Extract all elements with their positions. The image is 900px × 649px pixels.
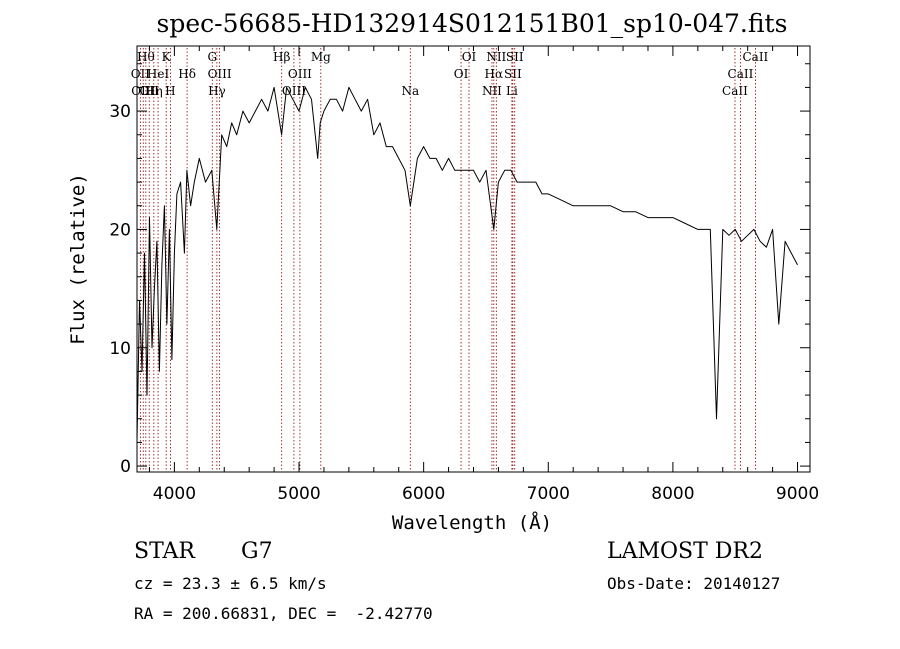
- line-marker-label-15: Mg: [311, 50, 331, 64]
- line-marker-label-2: Hθ: [137, 50, 155, 64]
- x-axis-ticks: 4000 5000 6000 7000 8000 9000: [148, 46, 819, 504]
- survey-label: LAMOST DR2: [607, 539, 763, 564]
- y-tick-label: 20: [109, 220, 131, 240]
- line-marker-label-24: SII: [506, 50, 524, 64]
- x-tick-label: 4000: [153, 484, 196, 504]
- line-marker-label-17: OI: [454, 67, 469, 81]
- chart-title: spec-56685-HD132914S012151B01_sp10-047.f…: [157, 9, 788, 38]
- line-marker-label-3: OII: [140, 84, 160, 98]
- x-axis-label: Wavelength (Å): [392, 511, 552, 534]
- line-marker-label-0: OII: [131, 67, 151, 81]
- line-marker-label-5: HeI: [147, 67, 170, 81]
- line-marker-label-25: CaII: [722, 84, 748, 98]
- x-tick-label: 6000: [402, 484, 445, 504]
- line-marker-label-12: Hβ: [273, 50, 290, 64]
- line-marker-label-4: Hη: [145, 84, 163, 98]
- obs-date-readout: Obs-Date: 20140127: [607, 574, 781, 593]
- spectrum-series-layer: [136, 86, 798, 443]
- spectrum-line: [136, 86, 798, 443]
- y-tick-label: 30: [109, 102, 131, 122]
- line-marker-label-9: G: [207, 50, 217, 64]
- line-marker-label-16: Na: [401, 84, 419, 98]
- subclass-label: G7: [241, 539, 273, 564]
- line-marker-label-27: CaII: [742, 50, 768, 64]
- line-marker-label-23: SII: [504, 67, 522, 81]
- line-marker-label-26: CaII: [728, 67, 754, 81]
- object-class-label: STAR: [134, 539, 195, 564]
- y-axis-label: Flux (relative): [67, 173, 89, 345]
- cz-readout: cz = 23.3 ± 6.5 km/s: [134, 574, 327, 593]
- line-marker-label-22: Li: [506, 84, 518, 98]
- x-tick-label: 9000: [776, 484, 819, 504]
- line-marker-label-6: K: [162, 50, 172, 64]
- y-axis-ticks: 0 10 20 30: [109, 63, 810, 477]
- x-tick-label: 5000: [277, 484, 320, 504]
- x-tick-label: 7000: [527, 484, 570, 504]
- x-tick-label: 8000: [651, 484, 694, 504]
- line-marker-label-10: Hγ: [208, 84, 226, 98]
- plot-frame: [136, 45, 811, 473]
- y-tick-label: 10: [109, 339, 131, 359]
- line-marker-layer: OIIOIIIHθOIIHηHeIKHHδGHγOIIIHβOIIIOIIIMg…: [131, 48, 769, 472]
- y-tick-label: 0: [120, 457, 131, 477]
- line-marker-label-19: NII: [482, 84, 502, 98]
- radec-readout: RA = 200.66831, DEC = -2.42770: [134, 604, 433, 623]
- line-marker-label-18: OI: [462, 50, 477, 64]
- line-marker-label-8: Hδ: [178, 67, 196, 81]
- line-marker-label-11: OIII: [208, 67, 232, 81]
- line-marker-label-20: Hα: [485, 67, 504, 81]
- line-marker-label-21: NII: [486, 50, 506, 64]
- line-marker-label-14: OIII: [288, 67, 312, 81]
- line-marker-label-7: H: [165, 84, 175, 98]
